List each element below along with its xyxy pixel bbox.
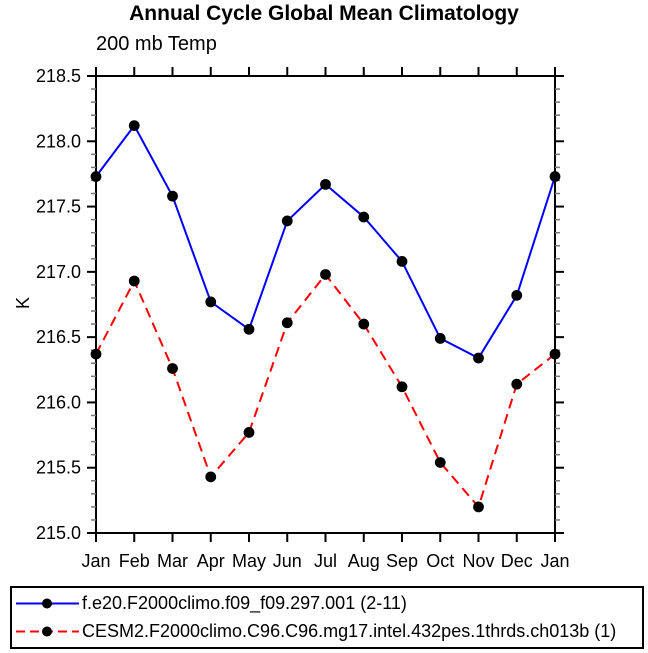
plot-area: Jan Feb Mar Apr May Jun Jul Aug Sep Oct Nov Dec Jan2… [36, 66, 570, 571]
x-tick-label: Aug [348, 551, 380, 571]
y-tick-label: 218.5 [36, 66, 81, 86]
data-point-marker-s1 [396, 381, 408, 393]
x-tick-label: Feb [119, 551, 150, 571]
x-tick-label: Jul [314, 551, 337, 571]
data-point-marker-s0 [511, 289, 523, 301]
x-tick-label: Jan [540, 551, 569, 571]
legend-marker-dot-icon [42, 598, 52, 609]
data-point-marker-s1 [320, 269, 331, 280]
data-point-marker-s1 [243, 427, 255, 438]
data-point-marker-s1 [128, 275, 140, 287]
plot-frame [95, 75, 556, 534]
data-point-marker-s0 [281, 215, 293, 227]
data-point-marker-s0 [358, 211, 370, 223]
y-tick-label: 217.0 [36, 262, 81, 282]
legend-marker-dot-icon [42, 626, 52, 637]
data-point-marker-s1 [281, 317, 293, 329]
legend-label-series-0: f.e20.F2000climo.f09_f09.297.001 (2-11) [82, 593, 407, 614]
x-tick-label: Nov [462, 551, 494, 571]
data-point-marker-s0 [243, 323, 255, 335]
data-point-marker-s1 [358, 318, 370, 330]
data-point-marker-s1 [473, 501, 484, 513]
y-tick-label: 215.5 [36, 458, 81, 478]
data-point-marker-s1 [549, 348, 561, 360]
series-line-0 [95, 123, 556, 360]
data-point-marker-s1 [90, 348, 102, 360]
x-tick-label: Apr [197, 551, 225, 571]
data-point-marker-s0 [205, 296, 217, 308]
data-point-marker-s0 [434, 333, 446, 344]
data-point-marker-s0 [396, 256, 408, 267]
x-tick-label: Sep [386, 551, 418, 571]
legend-item-series-1: CESM2.F2000climo.C96.C96.mg17.intel.432p… [14, 619, 642, 643]
data-point-marker-s1 [167, 363, 178, 374]
data-point-marker-s0 [167, 190, 178, 202]
chart-subtitle: 200 mb Temp [96, 33, 217, 55]
x-tick-label: Oct [426, 551, 454, 571]
data-point-marker-s0 [320, 178, 331, 190]
x-tick-label: Jun [273, 551, 302, 571]
chart-title: Annual Cycle Global Mean Climatology [129, 2, 519, 25]
y-tick-label: 216.5 [36, 327, 81, 347]
series-line-1 [95, 272, 556, 509]
y-tick-label: 216.0 [36, 392, 81, 412]
data-point-marker-s0 [90, 171, 102, 182]
x-tick-label: Jan [81, 551, 110, 571]
legend-label-series-1: CESM2.F2000climo.C96.C96.mg17.intel.432p… [82, 620, 617, 641]
data-point-marker-s1 [434, 457, 446, 468]
y-tick-label: 215.0 [36, 523, 81, 543]
data-point-marker-s0 [473, 352, 484, 364]
x-tick-label: Dec [501, 551, 533, 571]
legend-line-sample-solid [16, 598, 79, 609]
data-point-marker-s1 [511, 378, 523, 390]
data-point-marker-s0 [549, 171, 561, 182]
x-tick-label: May [232, 551, 266, 571]
x-tick-label: Mar [157, 551, 188, 571]
y-tick-label: 218.0 [36, 131, 81, 151]
legend-line-sample-dashed [16, 626, 79, 637]
legend-box: f.e20.F2000climo.f09_f09.297.001 (2-11) … [10, 586, 644, 649]
y-tick-label: 217.5 [36, 197, 81, 217]
data-point-marker-s0 [128, 120, 140, 132]
data-point-marker-s1 [205, 471, 217, 483]
legend-item-series-0: f.e20.F2000climo.f09_f09.297.001 (2-11) [14, 592, 642, 616]
